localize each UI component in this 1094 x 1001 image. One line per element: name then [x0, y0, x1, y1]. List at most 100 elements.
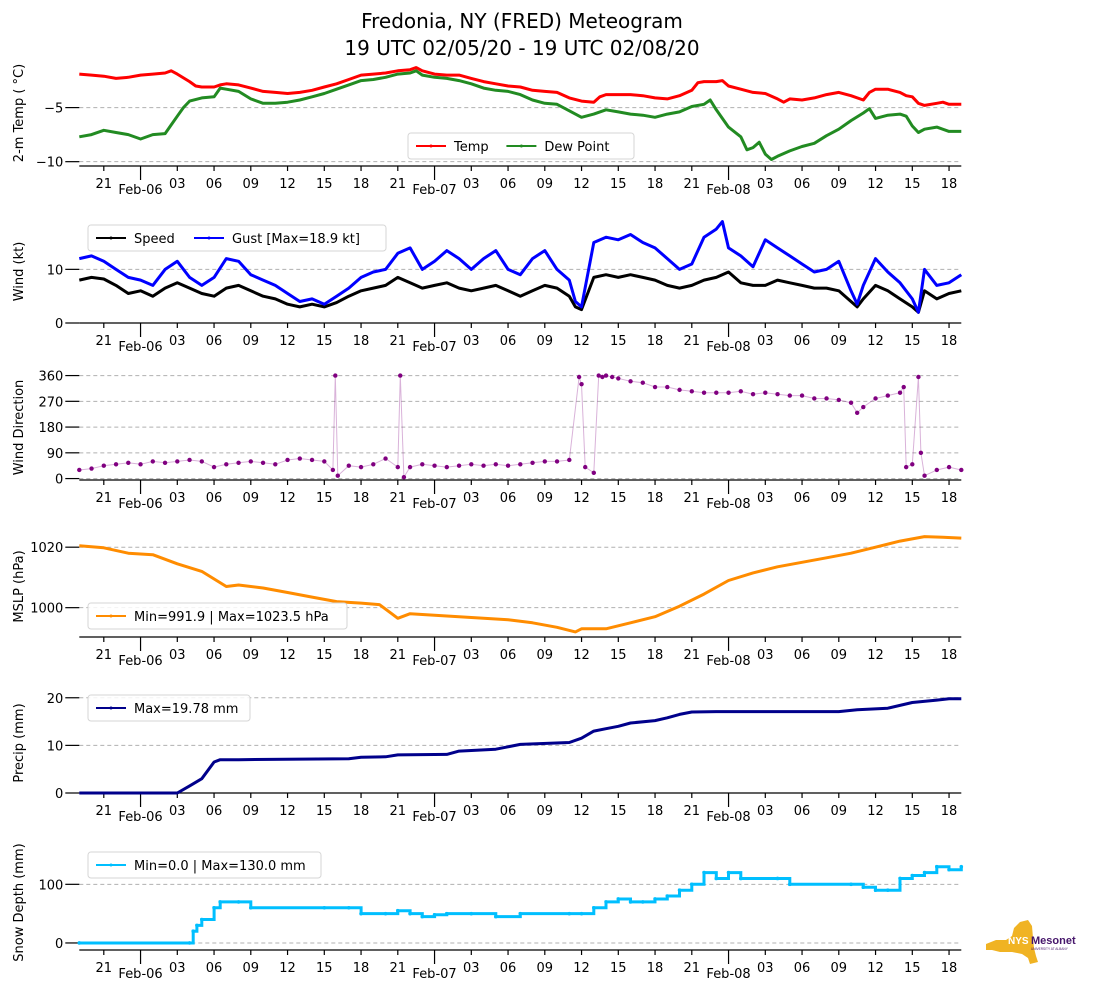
- x-tick-label: 06: [500, 961, 517, 976]
- data-point: [493, 462, 498, 467]
- chart-subtitle: 19 UTC 02/05/20 - 19 UTC 02/08/20: [344, 36, 699, 60]
- x-tick-label: 03: [757, 804, 774, 819]
- x-tick-label: 21: [390, 648, 407, 663]
- x-tick-label: 12: [867, 961, 884, 976]
- data-point: [812, 396, 817, 401]
- data-point: [494, 914, 498, 919]
- x-date-label: Feb-08: [706, 340, 750, 355]
- x-tick-label: 18: [941, 177, 958, 192]
- data-point: [456, 463, 462, 468]
- x-tick-label: 21: [684, 961, 701, 976]
- series-line-mslp-0: [79, 535, 962, 634]
- logo-tagline: UNIVERSITY AT ALBANY: [1031, 947, 1069, 951]
- x-tick-label: 09: [537, 648, 554, 663]
- x-tick-label: 15: [610, 177, 627, 192]
- x-date-label: Feb-07: [412, 497, 456, 512]
- x-tick-label: 03: [463, 804, 480, 819]
- x-tick-label: 09: [243, 334, 260, 349]
- data-point: [609, 374, 615, 380]
- x-tick-label: 18: [353, 177, 370, 192]
- legend-marker: [207, 236, 211, 240]
- x-date-label: Feb-08: [706, 183, 750, 198]
- panel-precip: 0 10 20 21 03 06 09 12 15 18 21 03 06 09 12 15 18 21 03 06 0…: [12, 692, 962, 825]
- x-tick-label: 06: [206, 648, 223, 663]
- x-tick-label: 18: [647, 177, 664, 192]
- x-tick-label: 06: [206, 177, 223, 192]
- y-tick-label: 0: [55, 937, 63, 952]
- x-tick-label: 15: [610, 491, 627, 506]
- data-point: [603, 373, 609, 378]
- x-tick-label: 15: [904, 648, 921, 663]
- data-point: [934, 467, 939, 473]
- data-point: [371, 462, 376, 467]
- data-point: [211, 464, 217, 470]
- data-point: [897, 390, 903, 395]
- data-point: [469, 462, 474, 467]
- data-point: [420, 462, 425, 467]
- legend-label: Speed: [134, 232, 175, 247]
- x-tick-label: 06: [794, 491, 811, 506]
- data-point: [910, 462, 915, 467]
- data-point: [236, 900, 241, 904]
- data-point: [383, 911, 388, 916]
- data-point: [873, 888, 878, 892]
- x-date-label: Feb-06: [118, 340, 162, 355]
- panel-temp: −10 −5 21 03 06 09 12 15 18 21 03 06 09 12 15 18 21 03 06 0…: [12, 64, 962, 198]
- data-point: [910, 873, 915, 878]
- legend-marker: [109, 614, 113, 618]
- data-point: [885, 393, 890, 398]
- data-point: [398, 373, 403, 378]
- data-point: [739, 876, 743, 881]
- x-tick-label: 21: [96, 334, 113, 349]
- data-point: [763, 390, 768, 395]
- data-point: [432, 913, 437, 917]
- data-point: [726, 390, 731, 395]
- x-tick-label: 03: [169, 491, 186, 506]
- x-tick-label: 03: [463, 491, 480, 506]
- x-tick-label: 21: [390, 334, 407, 349]
- data-point: [775, 391, 780, 397]
- data-point: [175, 459, 180, 464]
- legend-label: Min=991.9 | Max=1023.5 hPa: [134, 610, 329, 625]
- y-tick-label: 10: [47, 739, 64, 754]
- x-tick-label: 18: [353, 804, 370, 819]
- x-tick-label: 03: [169, 177, 186, 192]
- data-point: [249, 905, 253, 910]
- data-point: [322, 459, 327, 464]
- nys-mesonet-logo: NYS Mesonet UNIVERSITY AT ALBANY: [986, 920, 1076, 964]
- legend-marker: [109, 236, 113, 240]
- data-point: [420, 914, 425, 919]
- data-point: [335, 473, 340, 478]
- x-date-label: Feb-06: [118, 810, 162, 825]
- data-point: [518, 462, 523, 467]
- x-tick-label: 18: [647, 491, 664, 506]
- x-tick-label: 09: [243, 177, 260, 192]
- x-tick-label: 09: [537, 177, 554, 192]
- x-date-label: Feb-08: [706, 967, 750, 982]
- data-point: [916, 374, 921, 380]
- data-point: [799, 393, 805, 398]
- data-point: [199, 459, 204, 464]
- legend-wind: Speed Gust [Max=18.9 kt]: [87, 224, 387, 252]
- data-point: [187, 941, 192, 945]
- x-tick-label: 06: [500, 491, 517, 506]
- x-date-label: Feb-08: [706, 654, 750, 669]
- legend-marker: [109, 863, 113, 867]
- data-point: [861, 885, 866, 890]
- panel-mslp: 1000 1020 21 03 06 09 12 15 18 21 03 06 09 12 15 18 21 03…: [12, 535, 962, 669]
- legend-label: Gust [Max=18.9 kt]: [232, 232, 360, 247]
- x-tick-label: 21: [684, 491, 701, 506]
- x-tick-label: 15: [904, 491, 921, 506]
- x-date-label: Feb-06: [118, 654, 162, 669]
- y-tick-label: 0: [55, 473, 63, 488]
- data-point: [567, 911, 572, 916]
- x-tick-label: 12: [279, 804, 296, 819]
- data-point: [285, 457, 290, 463]
- legend-marker: [429, 144, 433, 148]
- x-tick-label: 03: [169, 334, 186, 349]
- data-point: [576, 374, 582, 380]
- x-tick-label: 03: [169, 961, 186, 976]
- data-point: [935, 864, 939, 869]
- x-tick-label: 06: [206, 961, 223, 976]
- data-point: [383, 456, 388, 461]
